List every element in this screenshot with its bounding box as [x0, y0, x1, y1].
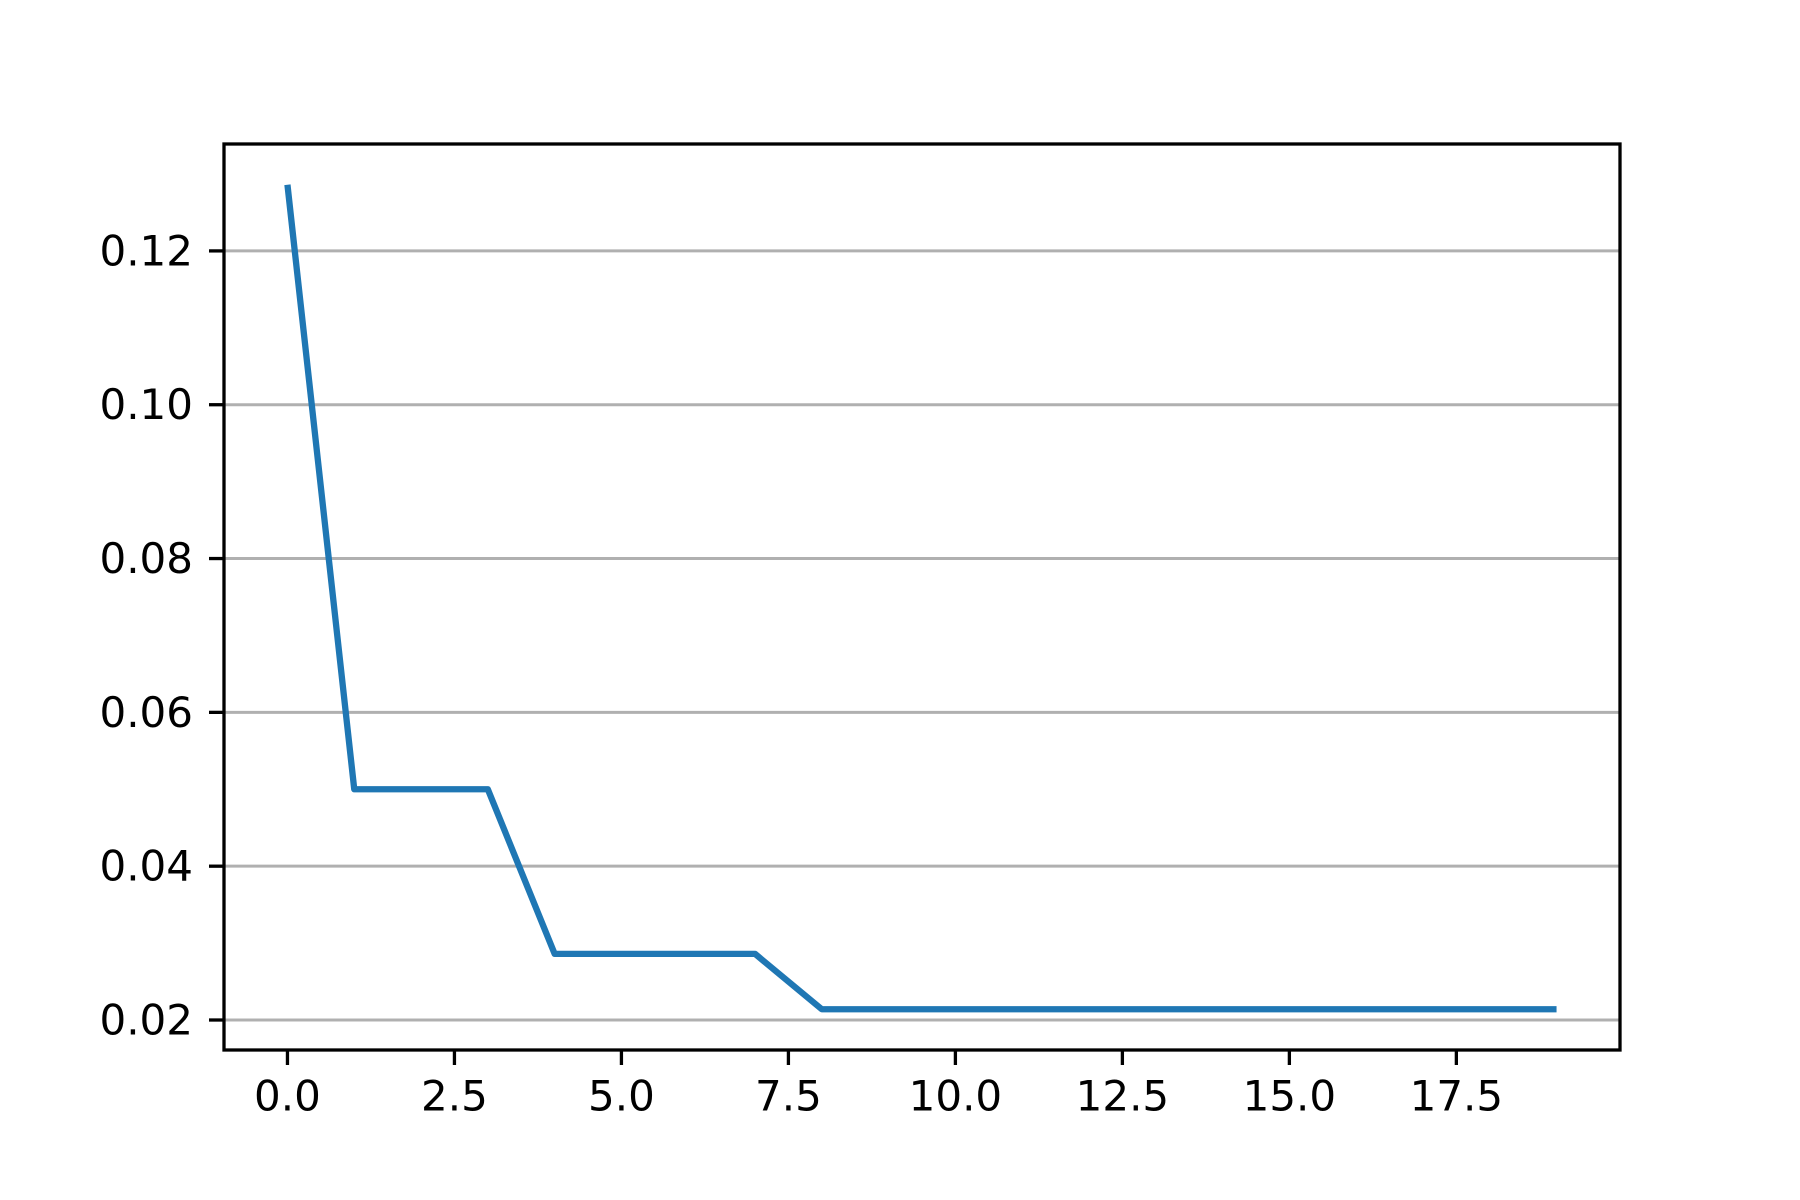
y-tick-label: 0.04 [99, 842, 193, 891]
x-tick-label: 10.0 [909, 1072, 1003, 1121]
y-tick-label: 0.08 [99, 534, 193, 583]
x-tick-label: 12.5 [1076, 1072, 1170, 1121]
x-tick-label: 5.0 [588, 1072, 655, 1121]
plot-border [222, 142, 1622, 1052]
x-tick-label: 0.0 [254, 1072, 321, 1121]
x-tick-label: 7.5 [755, 1072, 822, 1121]
x-tick-label: 17.5 [1410, 1072, 1504, 1121]
x-tick-label: 15.0 [1243, 1072, 1337, 1121]
data-line-series-0 [284, 184, 1557, 1013]
y-tick-label: 0.12 [99, 226, 193, 275]
y-tick-label: 0.10 [99, 380, 193, 429]
x-tick-label: 2.5 [421, 1072, 488, 1121]
y-tick-label: 0.06 [99, 688, 193, 737]
y-tick-label: 0.02 [99, 996, 193, 1045]
